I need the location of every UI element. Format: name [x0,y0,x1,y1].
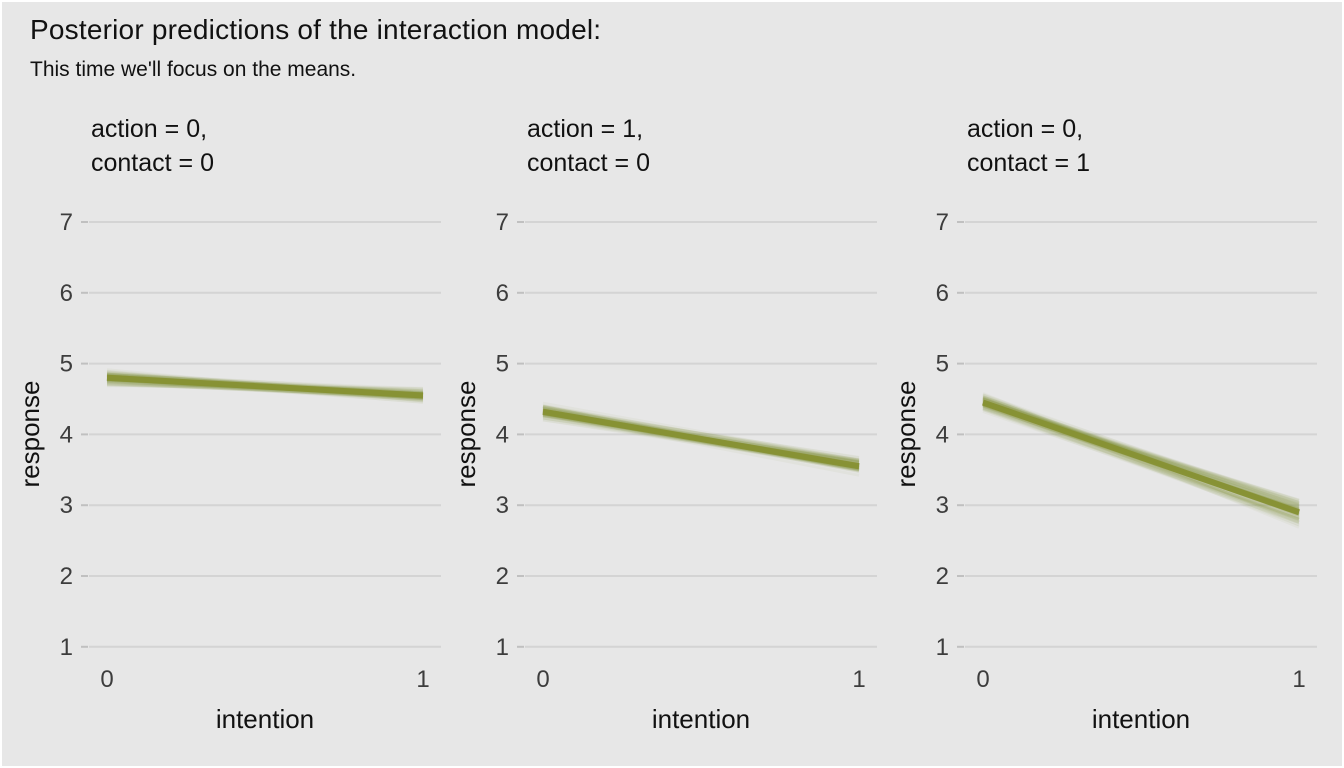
mean-line [542,408,860,470]
y-tick-label: 7 [60,209,73,236]
facet-title: action = 1, contact = 0 [527,115,650,177]
x-axis-title: intention [652,704,750,734]
x-tick-label: 1 [416,666,429,693]
y-tick-label: 6 [936,280,949,307]
y-axis-title: response [891,381,921,488]
y-tick-label: 1 [936,634,949,661]
mean-line [982,399,1300,516]
y-tick-label: 4 [496,421,509,448]
y-tick-label: 5 [936,351,949,378]
x-tick-label: 0 [536,666,549,693]
y-tick-label: 5 [60,351,73,378]
y-tick-label: 3 [496,492,509,519]
y-tick-label: 2 [60,563,73,590]
y-tick-label: 3 [936,492,949,519]
x-tick-label: 1 [1292,666,1305,693]
plot-subtitle: This time we'll focus on the means. [30,58,357,81]
x-axis-title: intention [216,704,314,734]
x-tick-label: 0 [100,666,113,693]
y-tick-label: 4 [60,421,73,448]
facet-title: action = 0, contact = 1 [967,115,1090,177]
y-tick-label: 7 [936,209,949,236]
facet-title: action = 0, contact = 0 [91,115,214,177]
x-axis-title: intention [1092,704,1190,734]
mean-line [106,374,424,399]
x-tick-label: 1 [852,666,865,693]
y-tick-label: 1 [60,634,73,661]
plot-title: Posterior predictions of the interaction… [30,14,602,45]
y-tick-label: 2 [936,563,949,590]
y-tick-label: 3 [60,492,73,519]
y-tick-label: 6 [496,280,509,307]
y-tick-label: 2 [496,563,509,590]
y-axis-title: response [15,381,45,488]
x-tick-label: 0 [976,666,989,693]
y-tick-label: 6 [60,280,73,307]
y-tick-label: 7 [496,209,509,236]
y-tick-label: 4 [936,421,949,448]
y-tick-label: 5 [496,351,509,378]
y-axis-title: response [451,381,481,488]
y-tick-label: 1 [496,634,509,661]
